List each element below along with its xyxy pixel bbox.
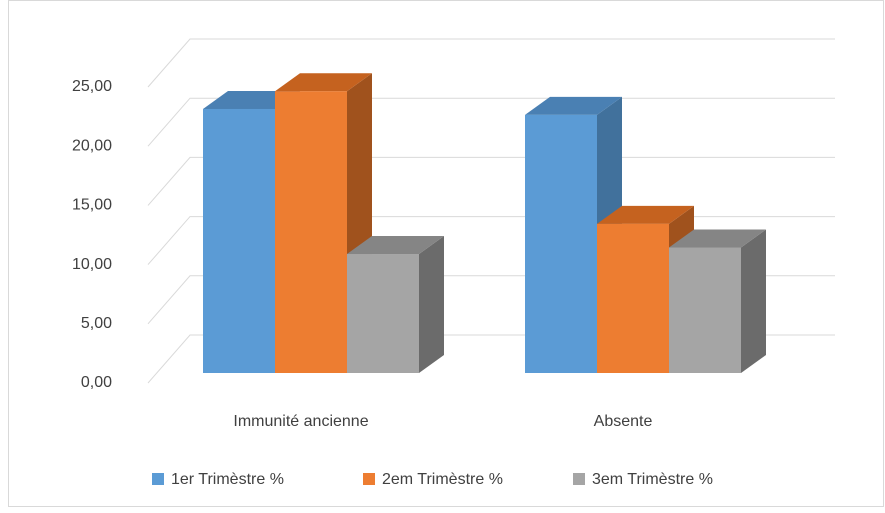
y-tick-label: 20,00 xyxy=(72,137,112,154)
legend-swatch xyxy=(573,473,585,485)
bar xyxy=(669,229,766,373)
legend-label: 2em Trimèstre % xyxy=(382,471,503,488)
x-tick-label: Immunité ancienne xyxy=(233,413,368,430)
bar xyxy=(347,236,444,373)
bar-side xyxy=(419,236,444,373)
bar-front xyxy=(275,91,347,373)
legend-swatch xyxy=(363,473,375,485)
legend-label: 3em Trimèstre % xyxy=(592,471,713,488)
y-tick-label: 10,00 xyxy=(72,256,112,273)
bar-top xyxy=(597,205,694,224)
y-tick-label: 5,00 xyxy=(81,315,112,332)
grid-line xyxy=(147,38,835,88)
bar-front xyxy=(597,223,669,373)
bar-top xyxy=(669,229,766,248)
bar-top xyxy=(347,236,444,255)
legend-swatch xyxy=(152,473,164,485)
bar-front xyxy=(203,108,275,373)
y-tick-label: 25,00 xyxy=(72,78,112,95)
bar-side xyxy=(741,229,766,373)
y-tick-label: 15,00 xyxy=(72,197,112,214)
x-tick-label: Absente xyxy=(594,413,653,430)
bar-top xyxy=(275,73,372,92)
bar-front xyxy=(669,247,741,373)
legend-label: 1er Trimèstre % xyxy=(171,471,284,488)
bar-top xyxy=(525,96,622,115)
bar-front xyxy=(525,114,597,373)
bar-front xyxy=(347,254,419,373)
y-tick-label: 0,00 xyxy=(81,374,112,391)
